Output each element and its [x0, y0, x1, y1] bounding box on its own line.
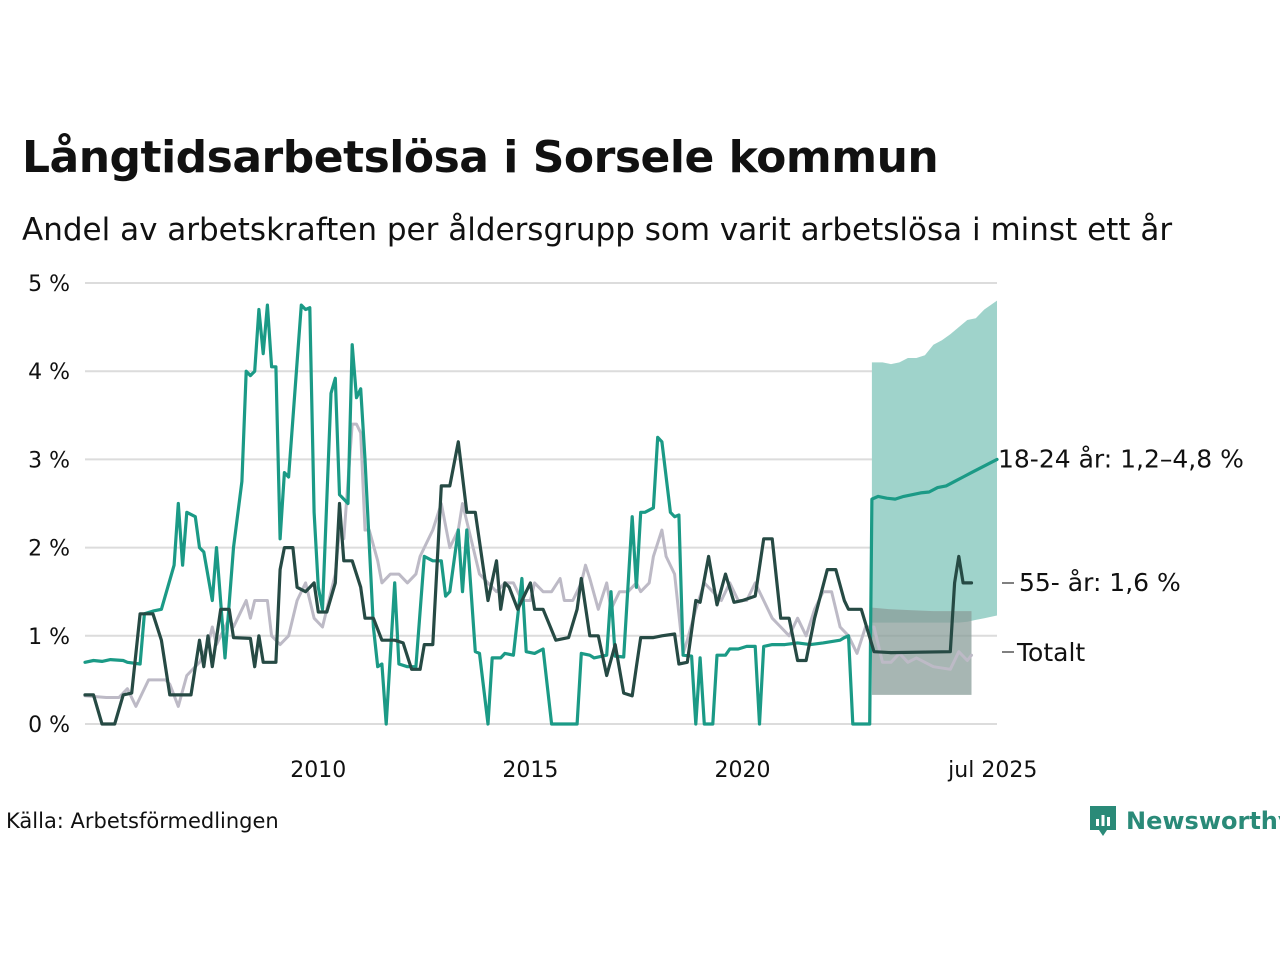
series-end-label: 18-24 år: 1,2–4,8 % — [998, 444, 1244, 473]
series-lines — [83, 303, 999, 726]
y-tick-label: 1 % — [28, 625, 70, 650]
series-end-label: Totalt — [1016, 638, 1085, 667]
x-tick-label: 2015 — [502, 758, 558, 783]
y-tick-label: 4 % — [28, 360, 70, 385]
y-tick-label: 3 % — [28, 448, 70, 473]
x-tick-label: 2010 — [290, 758, 346, 783]
x-tick-label: 2020 — [714, 758, 770, 783]
series-line — [83, 440, 974, 726]
series-line — [83, 422, 973, 708]
series-end-label: 55- år: 1,6 % — [1019, 568, 1181, 597]
gridlines — [85, 282, 997, 725]
confidence-band — [871, 300, 997, 623]
chart-subtitle: Andel av arbetskraften per åldersgrupp s… — [22, 212, 1173, 248]
brand-name: Newsworthy — [1126, 807, 1280, 835]
x-tick-label: jul 2025 — [947, 758, 1037, 783]
axis-labels: 0 % 1 % 2 % 3 % 4 % 5 % 2010 2015 2020 jul 2025 18… — [28, 272, 1244, 783]
source-note: Källa: Arbetsförmedlingen — [6, 809, 279, 833]
y-tick-label: 0 % — [28, 713, 70, 738]
newsworthy-logo-icon — [1090, 806, 1116, 836]
y-tick-label: 5 % — [28, 272, 70, 297]
brand-logo: Newsworthy — [1088, 804, 1280, 838]
series-line — [83, 303, 999, 726]
chart-title: Långtidsarbetslösa i Sorsele kommun — [22, 132, 939, 183]
y-tick-label: 2 % — [28, 537, 70, 562]
